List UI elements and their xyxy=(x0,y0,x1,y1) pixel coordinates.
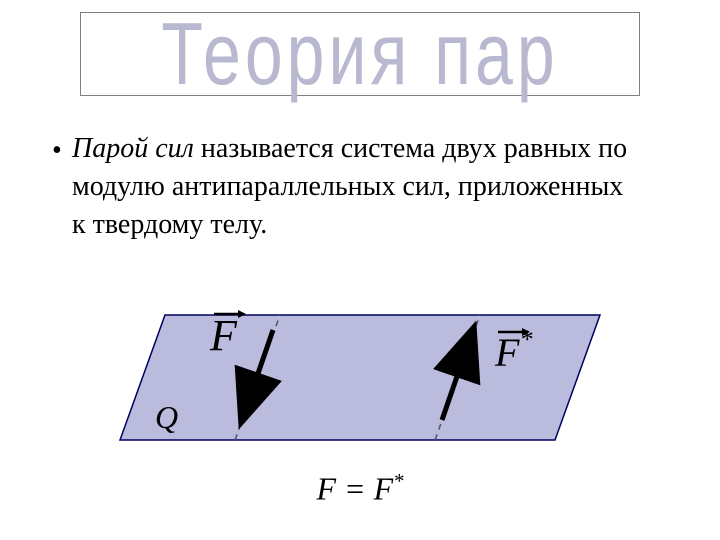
equation-eq: = xyxy=(336,471,374,507)
bullet-marker: • xyxy=(52,132,62,170)
equation-rhs: F xyxy=(374,471,394,507)
equation-sup: * xyxy=(393,470,403,493)
title-block: Теория пар xyxy=(90,20,630,88)
definition-term: Парой сил xyxy=(72,133,194,164)
diagram-svg: Q F F* xyxy=(110,300,610,460)
equation-lhs: F xyxy=(316,471,336,507)
label-F: F xyxy=(209,311,238,360)
page-title: Теория пар xyxy=(90,10,630,98)
label-Q: Q xyxy=(155,399,178,435)
equation-block: F = F* xyxy=(316,470,403,508)
force-pair-diagram: Q F F* xyxy=(110,300,610,460)
definition-paragraph: • Парой сил называется система двух равн… xyxy=(72,130,632,243)
